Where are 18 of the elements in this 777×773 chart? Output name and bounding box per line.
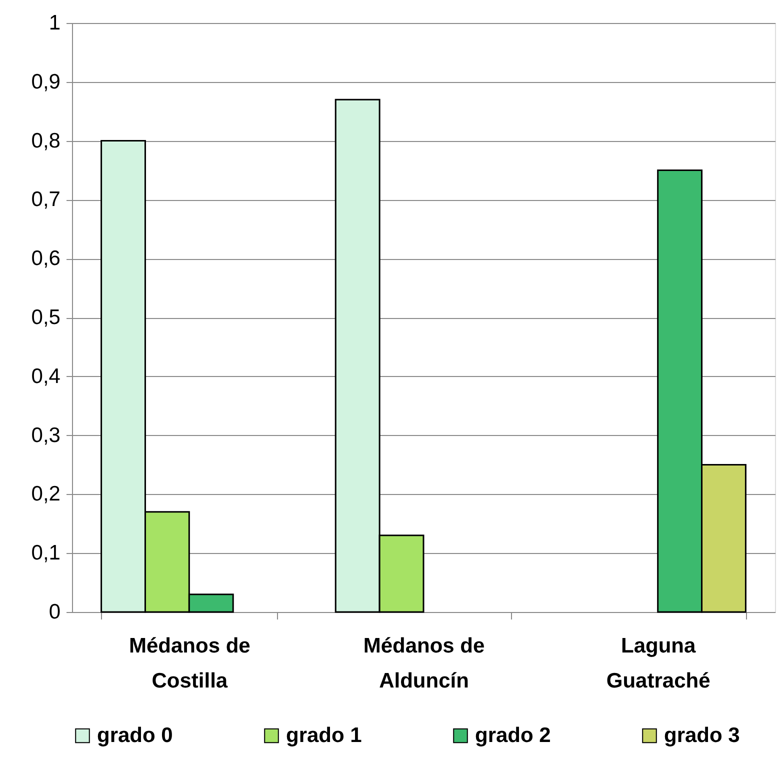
y-tick-label: 0,8 <box>31 129 60 152</box>
x-tick-label: Médanos de Alduncín <box>363 634 485 692</box>
y-tick-label: 0,6 <box>31 247 60 270</box>
y-tick-label: 0,4 <box>31 364 61 388</box>
y-tick-label: 0,2 <box>31 482 60 506</box>
y-tick-label: 0,9 <box>31 70 60 94</box>
legend-label: grado 2 <box>475 724 551 747</box>
y-tick-label: 0,7 <box>31 188 60 212</box>
x-tick-label: Médanos de Costilla <box>128 634 250 692</box>
y-tick-label: 0 <box>48 600 60 624</box>
legend-label: grado 3 <box>664 724 740 747</box>
x-tick-label: Laguna Guatraché <box>606 634 710 692</box>
legend-label: grado 1 <box>286 724 362 747</box>
y-tick-label: 0,1 <box>31 542 60 565</box>
y-tick-label: 0,3 <box>31 424 60 447</box>
y-tick-label: 0,5 <box>31 306 60 329</box>
legend-label: grado 0 <box>97 724 173 747</box>
y-tick-label: 1 <box>48 12 60 34</box>
